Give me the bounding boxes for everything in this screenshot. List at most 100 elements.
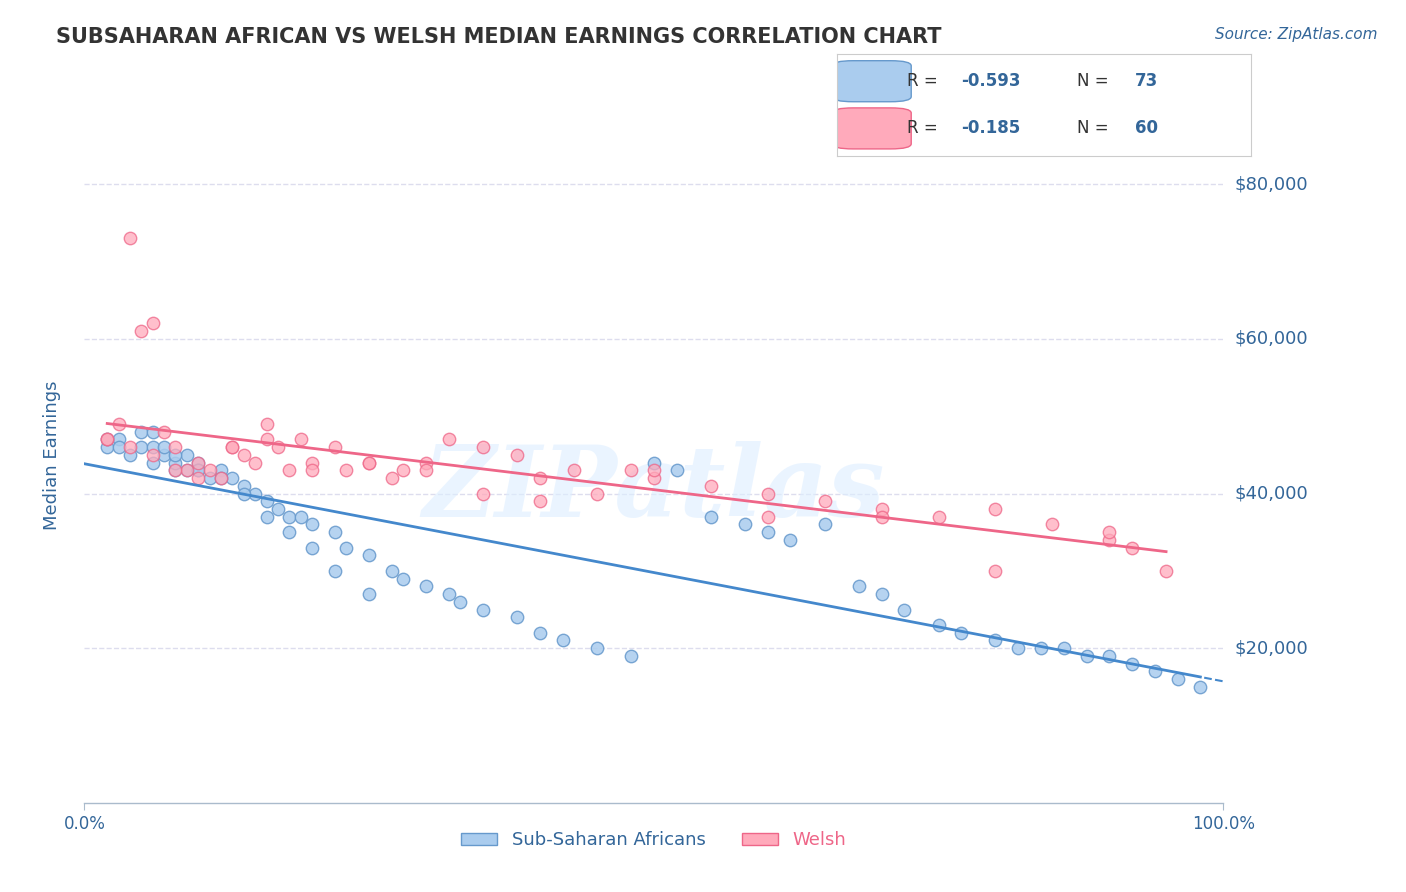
Point	[415, 456, 437, 470]
FancyBboxPatch shape	[832, 108, 911, 149]
Point	[928, 618, 950, 632]
Point	[1076, 648, 1098, 663]
Point	[131, 425, 153, 439]
Y-axis label: Median Earnings: Median Earnings	[42, 380, 60, 530]
Point	[221, 440, 243, 454]
Point	[814, 494, 837, 508]
Point	[928, 509, 950, 524]
Point	[1098, 525, 1121, 540]
Legend: Sub-Saharan Africans, Welsh: Sub-Saharan Africans, Welsh	[454, 824, 853, 856]
Point	[232, 479, 254, 493]
Point	[392, 572, 415, 586]
Point	[267, 440, 290, 454]
Point	[984, 564, 1007, 578]
Point	[96, 433, 118, 447]
Point	[96, 433, 118, 447]
Point	[586, 641, 609, 656]
Point	[323, 525, 346, 540]
Text: 73: 73	[1135, 72, 1159, 90]
Text: $60,000: $60,000	[1234, 330, 1308, 348]
Point	[245, 486, 267, 500]
Point	[187, 463, 209, 477]
Point	[984, 633, 1007, 648]
Point	[586, 486, 609, 500]
Text: Source: ZipAtlas.com: Source: ZipAtlas.com	[1215, 27, 1378, 42]
Point	[1053, 641, 1076, 656]
Point	[415, 579, 437, 593]
Point	[472, 440, 495, 454]
Point	[449, 595, 471, 609]
Point	[96, 440, 118, 454]
Point	[335, 541, 357, 555]
Point	[165, 463, 187, 477]
Point	[142, 440, 165, 454]
Point	[665, 463, 688, 477]
Point	[848, 579, 870, 593]
Point	[506, 448, 529, 462]
Point	[301, 456, 323, 470]
Point	[381, 564, 404, 578]
Point	[472, 486, 495, 500]
Point	[870, 509, 893, 524]
Point	[1121, 541, 1143, 555]
Point	[1007, 641, 1029, 656]
Point	[176, 463, 198, 477]
Point	[165, 440, 187, 454]
Text: SUBSAHARAN AFRICAN VS WELSH MEDIAN EARNINGS CORRELATION CHART: SUBSAHARAN AFRICAN VS WELSH MEDIAN EARNI…	[56, 27, 942, 46]
Text: $40,000: $40,000	[1234, 484, 1308, 502]
Point	[107, 440, 129, 454]
Point	[131, 440, 153, 454]
Point	[756, 486, 779, 500]
Point	[142, 456, 165, 470]
Text: -0.593: -0.593	[962, 72, 1021, 90]
Point	[165, 463, 187, 477]
Text: $20,000: $20,000	[1234, 640, 1308, 657]
Point	[118, 448, 141, 462]
Point	[278, 525, 301, 540]
Point	[209, 471, 232, 485]
Point	[290, 433, 312, 447]
Text: -0.185: -0.185	[962, 120, 1021, 137]
Point	[245, 456, 267, 470]
Point	[893, 602, 915, 616]
Point	[359, 587, 381, 601]
Point	[359, 456, 381, 470]
Point	[643, 463, 665, 477]
Point	[209, 471, 232, 485]
Point	[232, 448, 254, 462]
Point	[118, 440, 141, 454]
Point	[221, 471, 243, 485]
Point	[290, 509, 312, 524]
Point	[118, 231, 141, 245]
Point	[232, 486, 254, 500]
Point	[278, 463, 301, 477]
Point	[131, 324, 153, 338]
Point	[620, 463, 643, 477]
Point	[551, 633, 574, 648]
Point	[870, 502, 893, 516]
Point	[779, 533, 801, 547]
Point	[96, 433, 118, 447]
Point	[1098, 533, 1121, 547]
Text: N =: N =	[1077, 120, 1114, 137]
Point	[359, 456, 381, 470]
Point	[437, 587, 460, 601]
Point	[950, 625, 973, 640]
Point	[176, 463, 198, 477]
Point	[153, 425, 176, 439]
Point	[756, 509, 779, 524]
Point	[529, 494, 551, 508]
Point	[301, 463, 323, 477]
Point	[301, 541, 323, 555]
Point	[187, 471, 209, 485]
Point	[323, 564, 346, 578]
Point	[267, 502, 290, 516]
Point	[359, 549, 381, 563]
Point	[221, 440, 243, 454]
Point	[256, 433, 278, 447]
Point	[165, 456, 187, 470]
Text: R =: R =	[907, 120, 943, 137]
Point	[278, 509, 301, 524]
Point	[1167, 672, 1189, 686]
Point	[256, 509, 278, 524]
